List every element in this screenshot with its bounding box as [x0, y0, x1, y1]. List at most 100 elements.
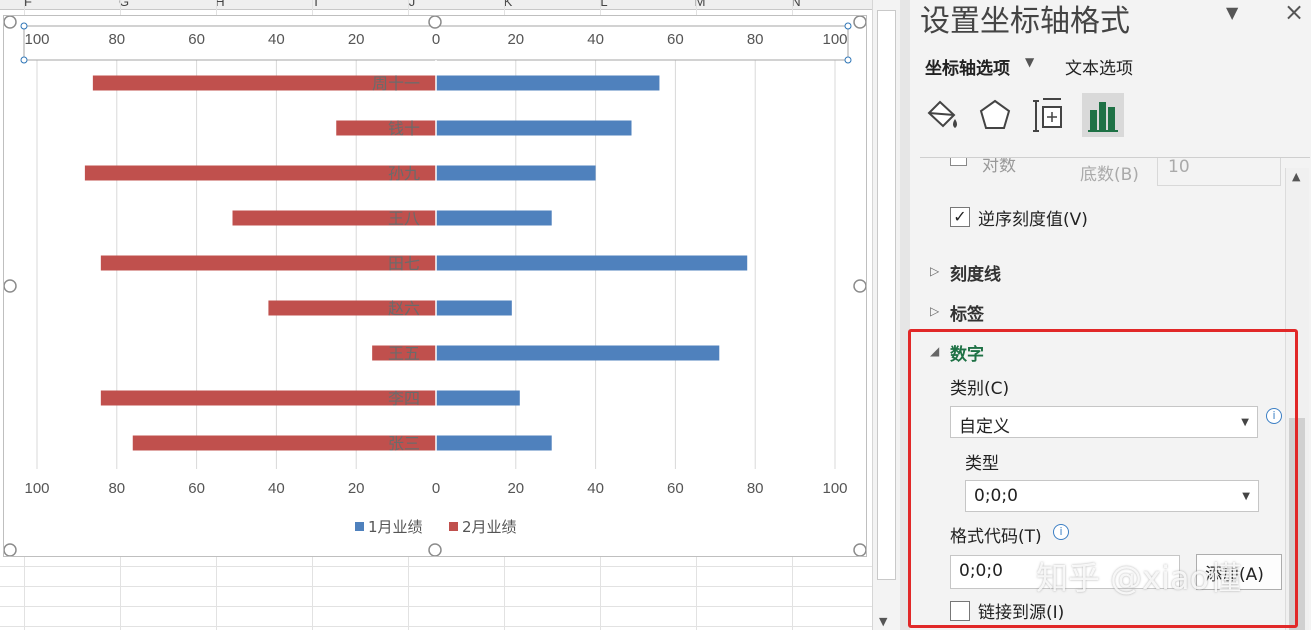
axis-options-bar-icon[interactable] [1082, 93, 1124, 137]
selection-handle[interactable] [20, 22, 28, 30]
reverse-order-checkbox[interactable]: ✓ [950, 207, 970, 227]
category-label: 李四 [388, 389, 420, 408]
panel-scroll-thumb[interactable] [1289, 418, 1305, 630]
size-properties-icon[interactable] [1030, 93, 1072, 137]
add-format-button[interactable]: 添加(A) [1196, 554, 1282, 590]
column-header[interactable]: M [694, 0, 706, 9]
section-number[interactable]: 数字 [950, 345, 984, 365]
section-tick-marks[interactable]: 刻度线 [950, 265, 1001, 285]
log-base-input[interactable]: 10 [1157, 158, 1281, 186]
chart-resize-handle[interactable] [428, 16, 442, 29]
bar-2-5[interactable] [268, 300, 436, 316]
section-labels[interactable]: 标签 [950, 305, 984, 325]
bar-1-7[interactable] [436, 390, 520, 406]
chart-resize-handle[interactable] [853, 543, 866, 556]
column-header[interactable]: G [118, 0, 130, 9]
sheet-vertical-scrollbar[interactable]: ▼ [872, 0, 900, 630]
top-axis-tick-label: 100 [24, 31, 49, 48]
sheet-scroll-thumb[interactable] [877, 10, 896, 580]
selection-handle[interactable] [20, 56, 28, 64]
column-header[interactable]: H [215, 0, 225, 9]
link-to-source-checkbox[interactable] [950, 601, 970, 621]
bar-1-5[interactable] [436, 300, 512, 316]
category-select[interactable]: 自定义 ▼ [950, 406, 1258, 438]
log-scale-label: 对数 [982, 158, 1016, 176]
bar-2-4[interactable] [100, 255, 436, 271]
tab-axis-options[interactable]: 坐标轴选项 [925, 59, 1010, 79]
chart-resize-handle[interactable] [4, 543, 17, 556]
panel-title: 设置坐标轴格式 [920, 4, 1130, 39]
legend-label-1: 1月业绩 [368, 518, 423, 536]
panel-vertical-scrollbar[interactable]: ▲ [1285, 168, 1309, 630]
bottom-axis-tick-label: 0 [432, 480, 440, 497]
bar-1-0[interactable] [436, 75, 660, 91]
bottom-axis-tick-label: 20 [507, 480, 524, 497]
format-code-input[interactable]: 0;0;0 [950, 555, 1180, 589]
category-label: 王八 [388, 209, 420, 228]
scroll-up-icon[interactable]: ▲ [1292, 170, 1301, 183]
category-value: 自定义 [959, 417, 1010, 437]
effects-pentagon-icon[interactable] [974, 93, 1016, 137]
bar-1-4[interactable] [436, 255, 748, 271]
tab-text-options[interactable]: 文本选项 [1065, 59, 1133, 79]
tab-axis-options-dropdown-icon[interactable]: ▼ [1025, 55, 1035, 69]
bar-2-8[interactable] [132, 435, 436, 451]
top-axis-tick-label: 40 [587, 31, 604, 48]
column-header[interactable]: F [24, 0, 32, 9]
type-select[interactable]: 0;0;0 ▼ [965, 480, 1259, 512]
column-header[interactable]: N [791, 0, 801, 9]
type-label: 类型 [965, 454, 999, 474]
bar-1-2[interactable] [436, 165, 596, 181]
log-base-label: 底数(B) [1080, 165, 1139, 185]
info-icon[interactable]: i [1266, 408, 1282, 424]
bar-1-1[interactable] [436, 120, 632, 136]
column-header[interactable]: I [314, 0, 318, 9]
info-icon[interactable]: i [1053, 524, 1069, 540]
labels-expand-icon[interactable]: ▷ [930, 304, 940, 318]
bar-2-6[interactable] [372, 345, 436, 361]
bar-2-2[interactable] [84, 165, 436, 181]
bar-2-3[interactable] [232, 210, 436, 226]
top-axis-tick-label: 60 [188, 31, 205, 48]
chart-resize-handle[interactable] [4, 279, 17, 293]
chevron-down-icon[interactable]: ▼ [1226, 3, 1239, 22]
selection-handle[interactable] [844, 56, 852, 64]
category-label: 钱十 [388, 119, 420, 138]
tick-marks-expand-icon[interactable]: ▷ [930, 264, 940, 278]
bar-2-1[interactable] [336, 120, 436, 136]
column-header[interactable]: J [408, 0, 416, 9]
chart-area[interactable]: 100 100 80 80 60 60 40 40 20 20 0 0 20 20 40 40 60 60 80 80… [3, 15, 867, 557]
bar-1-8[interactable] [436, 435, 552, 451]
chart-resize-handle[interactable] [853, 16, 866, 29]
chart-resize-handle[interactable] [4, 16, 17, 29]
category-label: 田七 [388, 254, 420, 273]
bottom-axis-tick-label: 40 [587, 480, 604, 497]
chart-resize-handle[interactable] [853, 279, 866, 293]
chevron-down-icon[interactable]: ▼ [1241, 417, 1249, 428]
bar-chart[interactable]: 100 100 80 80 60 60 40 40 20 20 0 0 20 20 40 40 60 60 80 80… [4, 16, 866, 556]
bottom-axis-tick-label: 100 [24, 480, 49, 497]
bar-1-6[interactable] [436, 345, 720, 361]
category-label: 赵六 [388, 299, 420, 318]
reverse-order-label[interactable]: 逆序刻度值(V) [978, 210, 1088, 230]
bottom-axis-tick-label: 100 [822, 480, 847, 497]
bar-1-3[interactable] [436, 210, 552, 226]
bottom-axis-tick-label: 20 [348, 480, 365, 497]
column-header[interactable]: L [600, 0, 608, 9]
chart-resize-handle[interactable] [428, 543, 442, 556]
bottom-axis-tick-label: 80 [108, 480, 125, 497]
scroll-down-icon[interactable]: ▼ [879, 615, 888, 628]
link-to-source-label[interactable]: 链接到源(I) [978, 603, 1065, 623]
grid-row-line [0, 586, 872, 587]
top-axis-tick-label: 80 [747, 31, 764, 48]
selection-handle[interactable] [844, 22, 852, 30]
bar-2-0[interactable] [92, 75, 437, 91]
chevron-down-icon[interactable]: ▼ [1242, 491, 1250, 502]
column-header[interactable]: K [503, 0, 513, 9]
number-collapse-icon[interactable]: ◢ [930, 344, 940, 358]
close-icon[interactable]: × [1284, 0, 1305, 26]
log-scale-checkbox[interactable] [950, 158, 967, 166]
category-label: 王五 [388, 344, 420, 363]
fill-line-icon[interactable] [922, 93, 964, 137]
bar-2-7[interactable] [100, 390, 436, 406]
